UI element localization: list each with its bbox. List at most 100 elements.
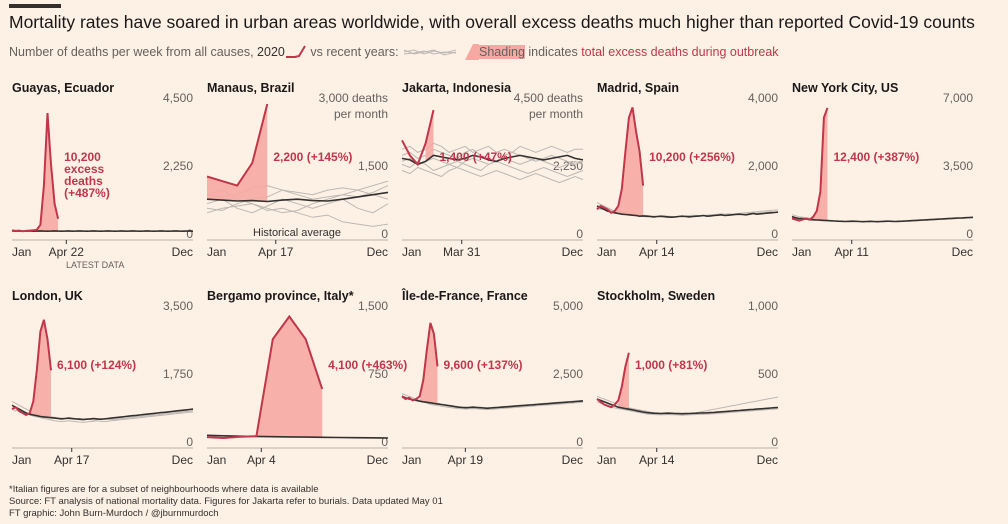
panel-5-xtick-1: Apr 17: [54, 453, 90, 467]
panel-6-ytick-2: 0: [381, 435, 388, 449]
panel-2-ytick-1: 2,250: [553, 159, 583, 173]
panel-5-ytick-2: 0: [186, 435, 193, 449]
legend-indicates: indicates: [528, 45, 578, 59]
panel-8-xtick-2: Dec: [757, 453, 778, 467]
legend-shading-icon: [465, 44, 480, 60]
legend-excess: total excess deaths during outbreak: [581, 45, 779, 59]
footer-source: Source: FT analysis of national mortalit…: [9, 496, 443, 507]
legend-prefix: Number of deaths per week from all cause…: [9, 45, 254, 59]
panel-2-excess-shading: [425, 110, 434, 162]
panel-1-historical-line: [206, 191, 389, 203]
panel-7-xtick-2: Dec: [562, 453, 583, 467]
panel-1-excess-shading: [207, 104, 268, 202]
panel-6-xtick-0: Jan: [207, 453, 226, 467]
panel-0-annotation-1: excess: [64, 162, 104, 176]
panel-3-current-line: [596, 107, 645, 215]
panel-8-ytick-0: 1,000: [748, 299, 778, 313]
panel-4-ytick-2: 0: [966, 227, 973, 241]
panel-3-ytick-0: 4,000: [748, 91, 778, 105]
panel-2-recent-4: [401, 157, 584, 169]
footer: *Italian figures are for a subset of nei…: [9, 484, 443, 520]
panel-0-annotation-0: 10,200: [64, 150, 101, 164]
panel-6-excess-shading: [256, 316, 323, 438]
panel-0-current-line: [11, 113, 60, 233]
panel-3-historical-line: [596, 205, 779, 219]
panel-0-annotation-2: deaths: [64, 174, 103, 188]
panel-2-current-line: [401, 109, 435, 167]
panel-5-historical-line: [11, 404, 194, 421]
panel-1-title: Manaus, Brazil: [207, 81, 295, 95]
legend-2020-line-icon: [285, 45, 306, 58]
panel-7-ytick-2: 0: [576, 435, 583, 449]
panel-6-ytick-1: 750: [368, 367, 388, 381]
panel-8-xtick-1: Apr 14: [639, 453, 675, 467]
panel-3-ytick-2: 0: [771, 227, 778, 241]
panel-7-title: Île-de-France, France: [401, 288, 528, 303]
panel-6-title: Bergamo province, Italy*: [207, 289, 354, 303]
panel-5-title: London, UK: [12, 289, 83, 303]
legend-shading: Shading: [479, 45, 525, 59]
legend: Number of deaths per week from all cause…: [9, 44, 779, 60]
panel-1-xtick-0: Jan: [207, 245, 226, 259]
panel-5-annotation-0: 6,100 (+124%): [57, 358, 136, 372]
footer-credit: FT graphic: John Burn-Murdoch / @jburnmu…: [9, 508, 219, 519]
panel-5-ytick-1: 1,750: [163, 367, 193, 381]
panel-1-annotation-0: 2,200 (+145%): [273, 150, 352, 164]
panel-0-annotation-3: (+487%): [64, 186, 110, 200]
panel-7-recent-0: [401, 393, 584, 411]
panel-8-recent-1: [596, 401, 779, 416]
panel-5-ytick-0: 3,500: [163, 299, 193, 313]
panel-0-ytick-2: 0: [186, 227, 193, 241]
panel-1-current-line: [206, 103, 269, 187]
panel-4-historical-line: [791, 215, 974, 223]
panel-4-xtick-2: Dec: [952, 245, 973, 259]
panel-0-excess-shading: [36, 113, 59, 232]
panel-0-xtick-2: Dec: [172, 245, 193, 259]
panel-8-historical-line: [596, 398, 779, 415]
panel-3-xtick-0: Jan: [597, 245, 616, 259]
panel-8-title: Stockholm, Sweden: [597, 289, 715, 303]
panel-3-xtick-2: Dec: [757, 245, 778, 259]
panel-2-ytick-2: 0: [576, 227, 583, 241]
panel-4-current-line: [791, 107, 829, 222]
panel-5-xtick-0: Jan: [12, 453, 31, 467]
panel-2-annotation-0: 1,400 (+47%): [439, 150, 511, 164]
panel-1-ytick-0: 3,000 deaths: [319, 91, 388, 105]
panel-1-recent-2: [206, 198, 389, 214]
panel-7-excess-shading: [419, 322, 438, 404]
footer-note: *Italian figures are for a subset of nei…: [9, 484, 319, 495]
panel-6-xtick-1: Apr 4: [247, 453, 276, 467]
panel-3-ytick-1: 2,000: [748, 159, 778, 173]
panel-8-ytick-2: 0: [771, 435, 778, 449]
panel-8-current-line: [596, 352, 630, 409]
legend-vs: vs recent years:: [310, 45, 399, 59]
panel-1-unit: per month: [334, 107, 388, 121]
panel-5-xtick-2: Dec: [172, 453, 193, 467]
panel-3-xtick-1: Apr 14: [639, 245, 675, 259]
panel-2-xtick-2: Dec: [562, 245, 583, 259]
panel-8-annotation-0: 1,000 (+81%): [635, 358, 707, 372]
panel-8-ytick-1: 500: [758, 367, 778, 381]
panel-1-recent-3: [206, 203, 389, 227]
panel-0-ytick-1: 2,250: [163, 159, 193, 173]
panel-6-xtick-2: Dec: [367, 453, 388, 467]
panel-7-xtick-1: Apr 19: [448, 453, 484, 467]
panel-4-annotation-0: 12,400 (+387%): [833, 150, 919, 164]
panel-6-current-line: [206, 314, 324, 440]
panel-0-xtick-1: Apr 22: [49, 245, 85, 259]
panel-4-excess-shading: [813, 107, 828, 221]
panel-4-xtick-0: Jan: [792, 245, 811, 259]
panel-5-recent-1: [11, 408, 194, 423]
panel-1-ytick-1: 1,500: [358, 159, 388, 173]
panel-2-xtick-1: Mar 31: [443, 245, 481, 259]
panel-7-annotation-0: 9,600 (+137%): [443, 358, 522, 372]
panel-7-current-line: [401, 322, 439, 402]
chart-title: Mortality rates have soared in urban are…: [9, 12, 975, 32]
panel-1-xtick-1: Apr 17: [258, 245, 294, 259]
panel-2-title: Jakarta, Indonesia: [402, 81, 512, 95]
panel-7-ytick-1: 2,500: [553, 367, 583, 381]
panel-4-ytick-0: 7,000: [943, 91, 973, 105]
panel-4-ytick-1: 3,500: [943, 159, 973, 173]
panel-0-xtick-0: Jan: [12, 245, 31, 259]
legend-recent-lines-icon: [403, 49, 457, 56]
